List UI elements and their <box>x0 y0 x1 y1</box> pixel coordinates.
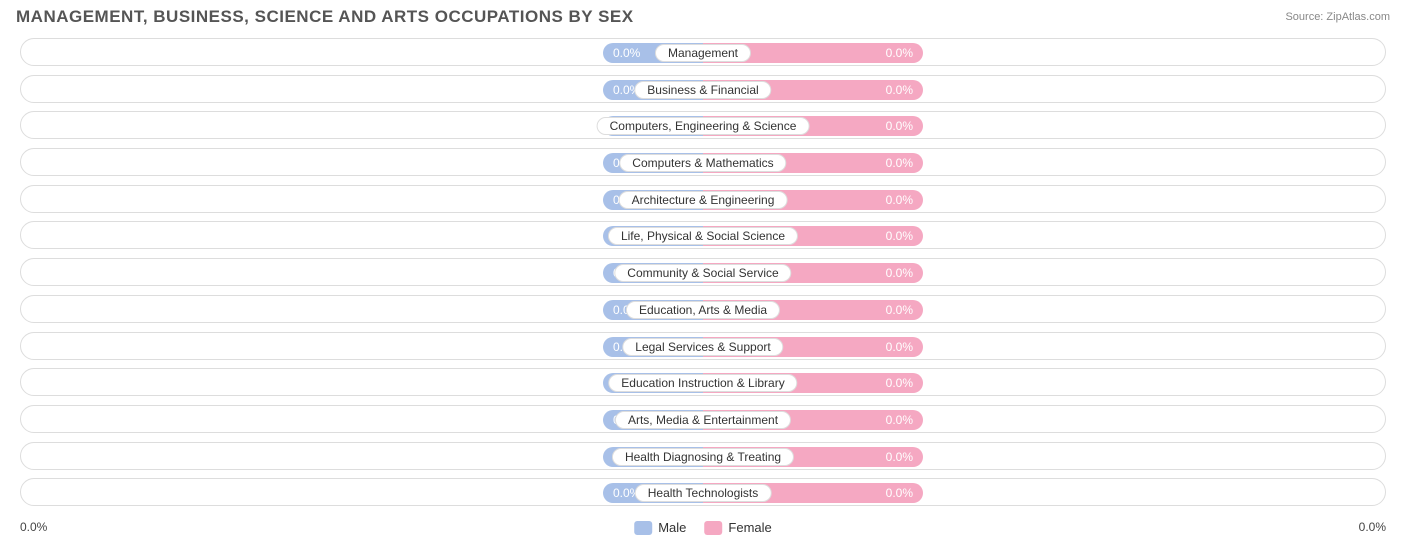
bar-row: 0.0%0.0%Health Technologists <box>20 478 1386 506</box>
female-pct-label: 0.0% <box>886 119 913 133</box>
category-label: Legal Services & Support <box>622 338 783 356</box>
bar-row: 0.0%0.0%Education Instruction & Library <box>20 368 1386 396</box>
bar-row: 0.0%0.0%Computers, Engineering & Science <box>20 111 1386 139</box>
female-pct-label: 0.0% <box>886 303 913 317</box>
chart-source: Source: ZipAtlas.com <box>1285 11 1390 23</box>
category-label: Computers, Engineering & Science <box>597 117 810 135</box>
category-label: Education, Arts & Media <box>626 301 780 319</box>
female-pct-label: 0.0% <box>886 413 913 427</box>
bar-row: 0.0%0.0%Health Diagnosing & Treating <box>20 442 1386 470</box>
category-label: Business & Financial <box>634 81 771 99</box>
female-pct-label: 0.0% <box>886 340 913 354</box>
axis-left-label: 0.0% <box>20 520 47 538</box>
category-label: Computers & Mathematics <box>619 154 786 172</box>
legend-item-female: Female <box>704 520 771 535</box>
bar-row: 0.0%0.0%Education, Arts & Media <box>20 295 1386 323</box>
bar-row: 0.0%0.0%Arts, Media & Entertainment <box>20 405 1386 433</box>
chart-container: MANAGEMENT, BUSINESS, SCIENCE AND ARTS O… <box>10 0 1396 559</box>
male-pct-label: 0.0% <box>613 46 640 60</box>
female-pct-label: 0.0% <box>886 46 913 60</box>
female-pct-label: 0.0% <box>886 83 913 97</box>
category-label: Management <box>655 44 751 62</box>
legend-male-label: Male <box>658 520 686 535</box>
female-pct-label: 0.0% <box>886 156 913 170</box>
female-pct-label: 0.0% <box>886 450 913 464</box>
legend: Male Female <box>634 520 772 535</box>
female-pct-label: 0.0% <box>886 486 913 500</box>
bars-area: 0.0% 0.0% Management 0.0% 0.0% Business & Fin… <box>20 38 1386 516</box>
category-label: Life, Physical & Social Science <box>608 227 798 245</box>
bar-row: 0.0%0.0%Life, Physical & Social Science <box>20 221 1386 249</box>
category-label: Community & Social Service <box>614 264 791 282</box>
legend-female-label: Female <box>728 520 771 535</box>
swatch-female-icon <box>704 521 722 535</box>
category-label: Arts, Media & Entertainment <box>615 411 791 429</box>
category-label: Health Technologists <box>635 484 772 502</box>
legend-item-male: Male <box>634 520 686 535</box>
bar-row: 0.0%0.0%Architecture & Engineering <box>20 185 1386 213</box>
chart-title: MANAGEMENT, BUSINESS, SCIENCE AND ARTS O… <box>16 7 634 27</box>
swatch-male-icon <box>634 521 652 535</box>
category-label: Health Diagnosing & Treating <box>612 448 794 466</box>
category-label: Education Instruction & Library <box>608 374 797 392</box>
female-pct-label: 0.0% <box>886 193 913 207</box>
axis-right-label: 0.0% <box>1359 520 1386 538</box>
bar-row: 0.0%0.0%Legal Services & Support <box>20 332 1386 360</box>
title-row: MANAGEMENT, BUSINESS, SCIENCE AND ARTS O… <box>10 0 1396 30</box>
bar-row: 0.0% 0.0% Management <box>20 38 1386 66</box>
bar-row: 0.0%0.0%Community & Social Service <box>20 258 1386 286</box>
category-label: Architecture & Engineering <box>619 191 788 209</box>
female-pct-label: 0.0% <box>886 376 913 390</box>
bar-row: 0.0%0.0%Computers & Mathematics <box>20 148 1386 176</box>
female-pct-label: 0.0% <box>886 229 913 243</box>
female-pct-label: 0.0% <box>886 266 913 280</box>
bar-row: 0.0%0.0%Business & Financial <box>20 75 1386 103</box>
